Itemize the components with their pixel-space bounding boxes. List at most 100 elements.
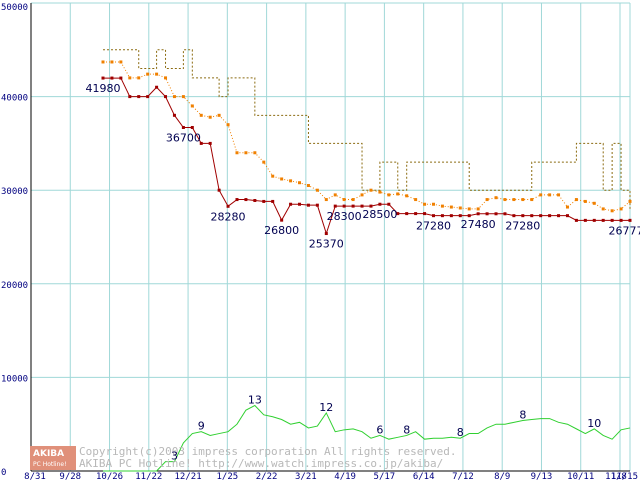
y-tick-label: 40000: [1, 94, 28, 104]
series-point-2: [253, 198, 257, 202]
series-point-2: [601, 218, 605, 222]
series-point-1: [396, 192, 400, 196]
series-point-2: [289, 202, 293, 206]
series-point-2: [181, 125, 185, 129]
series-point-2: [521, 214, 525, 218]
site-url-line: AKIBA PC Hotline! http://www.watch.impre…: [79, 457, 443, 470]
data-label: 27280: [505, 220, 540, 233]
series-point-1: [521, 198, 525, 202]
series-point-2: [271, 199, 275, 203]
x-tick-label: 11/8: [605, 472, 627, 480]
series-point-1: [440, 204, 444, 208]
series-point-2: [387, 202, 391, 206]
series-point-1: [476, 207, 480, 211]
series-point-2: [431, 214, 435, 218]
akiba-logo-subtext: PC Hotline!: [33, 461, 66, 468]
series-point-1: [405, 194, 409, 198]
series-point-1: [137, 76, 141, 80]
series-point-2: [503, 212, 507, 216]
series-point-1: [485, 198, 489, 202]
akiba-logo: [30, 446, 76, 470]
series-point-2: [565, 214, 569, 218]
series-point-2: [592, 218, 596, 222]
series-point-2: [360, 204, 364, 208]
series-point-1: [208, 115, 212, 119]
series-point-2: [414, 212, 418, 216]
series-point-1: [619, 207, 623, 211]
series-point-1: [369, 188, 373, 192]
series-point-2: [548, 214, 552, 218]
series-point-2: [449, 214, 453, 218]
data-label: 28280: [211, 210, 246, 223]
series-point-1: [530, 198, 534, 202]
x-tick-label: 2/22: [256, 472, 278, 480]
data-label: 10: [587, 417, 601, 430]
series-point-1: [119, 60, 123, 64]
series-point-1: [601, 207, 605, 211]
series-point-1: [360, 193, 364, 197]
x-tick-label: 11/15: [611, 472, 638, 480]
series-point-1: [610, 209, 614, 213]
series-point-1: [172, 95, 176, 99]
series-point-1: [235, 151, 239, 155]
x-tick-label: 11/22: [135, 472, 162, 480]
series-point-1: [315, 188, 319, 192]
series-point-2: [244, 198, 248, 202]
series-point-2: [557, 214, 561, 218]
series-point-2: [164, 95, 168, 99]
series-point-1: [298, 181, 302, 185]
data-label: 13: [248, 393, 262, 406]
x-tick-label: 5/17: [374, 472, 396, 480]
series-point-1: [253, 151, 257, 155]
series-point-2: [333, 204, 337, 208]
series-point-2: [378, 202, 382, 206]
series-point-1: [351, 198, 355, 202]
y-tick-label: 30000: [1, 187, 28, 197]
data-label: 41980: [86, 82, 121, 95]
series-point-2: [226, 204, 230, 208]
series-point-2: [610, 218, 614, 222]
data-labels: 41980 36700 28280 26800 25370 28300 28500 27280…: [86, 82, 640, 463]
series-point-1: [306, 184, 310, 188]
series-point-2: [396, 212, 400, 216]
series-point-2: [440, 214, 444, 218]
series-point-1: [512, 198, 516, 202]
series-line-0: [103, 49, 631, 209]
data-label: 8: [403, 423, 410, 436]
series-point-2: [530, 214, 534, 218]
series-point-2: [101, 76, 105, 80]
data-label: 25370: [309, 238, 344, 251]
series-point-2: [306, 203, 310, 207]
y-tick-label: 50000: [1, 3, 28, 13]
series-point-2: [423, 212, 427, 216]
series-point-1: [503, 198, 507, 202]
series-point-2: [155, 85, 159, 89]
series-point-1: [244, 151, 248, 155]
series-point-1: [431, 202, 435, 206]
data-label: 28300: [327, 210, 362, 223]
x-tick-label: 7/12: [452, 472, 474, 480]
series-point-1: [181, 95, 185, 99]
x-tick-label: 4/19: [334, 472, 356, 480]
x-tick-label: 10/26: [96, 472, 123, 480]
series-point-1: [592, 201, 596, 205]
series-point-1: [199, 113, 203, 117]
series-point-2: [342, 204, 346, 208]
x-tick-label: 8/9: [494, 472, 510, 480]
series-point-1: [128, 76, 132, 80]
series-point-1: [262, 160, 266, 164]
data-label: 26800: [264, 224, 299, 237]
x-tick-label: 3/21: [295, 472, 317, 480]
series-point-2: [512, 214, 516, 218]
series-point-2: [137, 95, 141, 99]
series-point-1: [190, 104, 194, 108]
x-tick-label: 1/25: [216, 472, 238, 480]
series-point-2: [119, 76, 123, 80]
x-tick-label: 6/14: [413, 472, 435, 480]
series-line-3: [103, 404, 631, 472]
series-point-1: [458, 206, 462, 210]
series-point-2: [574, 218, 578, 222]
data-label: 8: [457, 426, 464, 439]
series-point-1: [333, 193, 337, 197]
